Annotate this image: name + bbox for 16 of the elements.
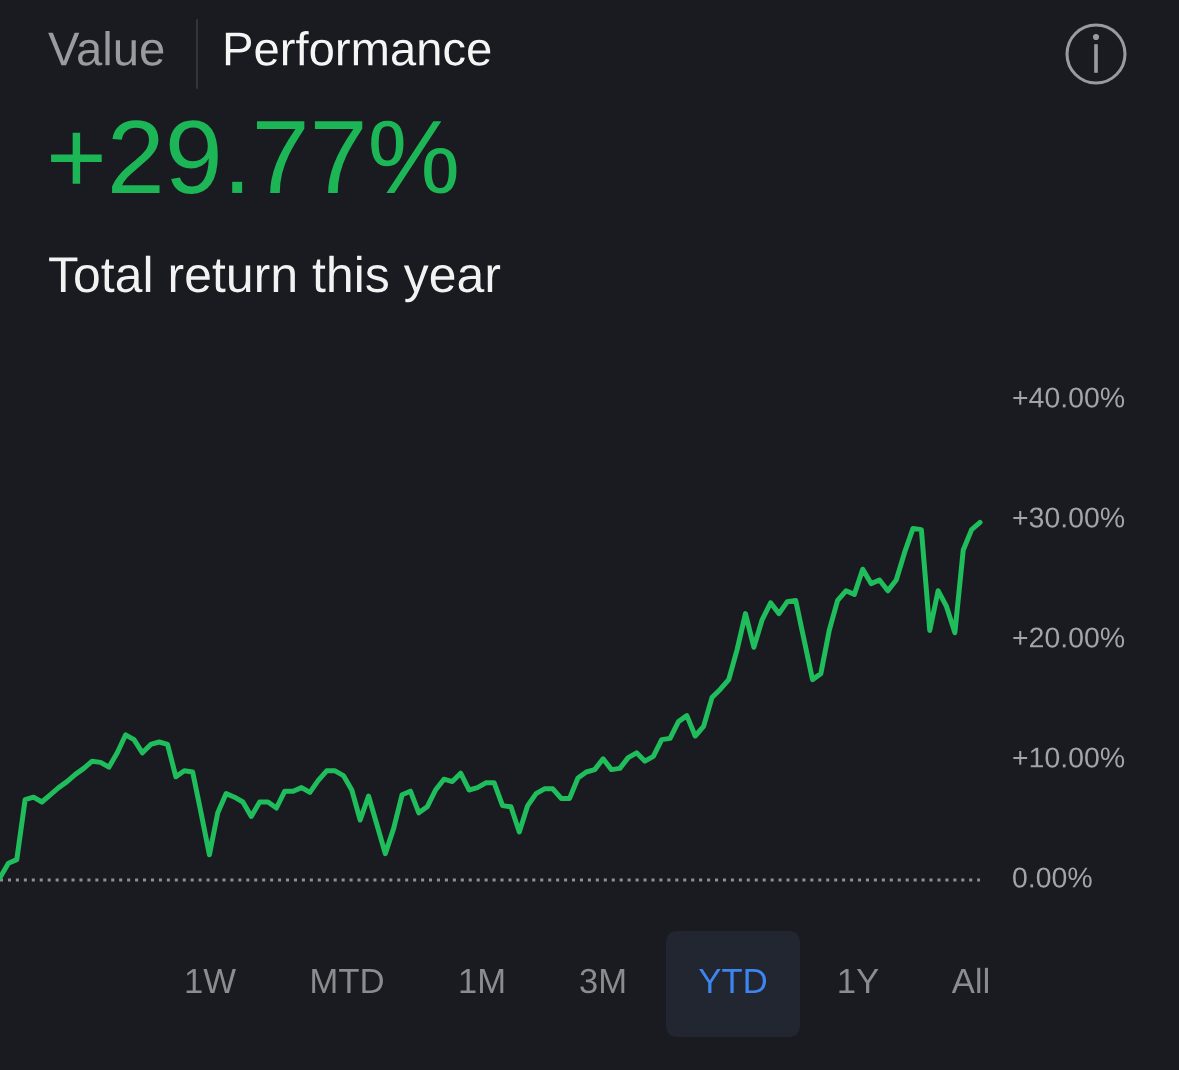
chart-subtitle: Total return this year (49, 255, 501, 303)
text: Performance (225, 31, 491, 66)
text: YTD (699, 969, 767, 993)
y-tick-label: +10.00% (1013, 747, 1125, 768)
text: 1Y (839, 969, 879, 993)
text: Value (48, 30, 164, 66)
text: 3M (580, 968, 625, 994)
y-tick-label: +30.00% (1013, 507, 1125, 528)
text: All (951, 967, 988, 993)
y-tick-label: +40.00% (1013, 387, 1125, 408)
text: 1W (186, 969, 236, 993)
y-tick-label: 0.00% (1013, 867, 1092, 888)
text: MTD (312, 969, 383, 993)
chart-title: +29.77% (51, 120, 457, 194)
text: 1M (460, 969, 504, 993)
y-tick-label: +20.00% (1013, 627, 1125, 648)
